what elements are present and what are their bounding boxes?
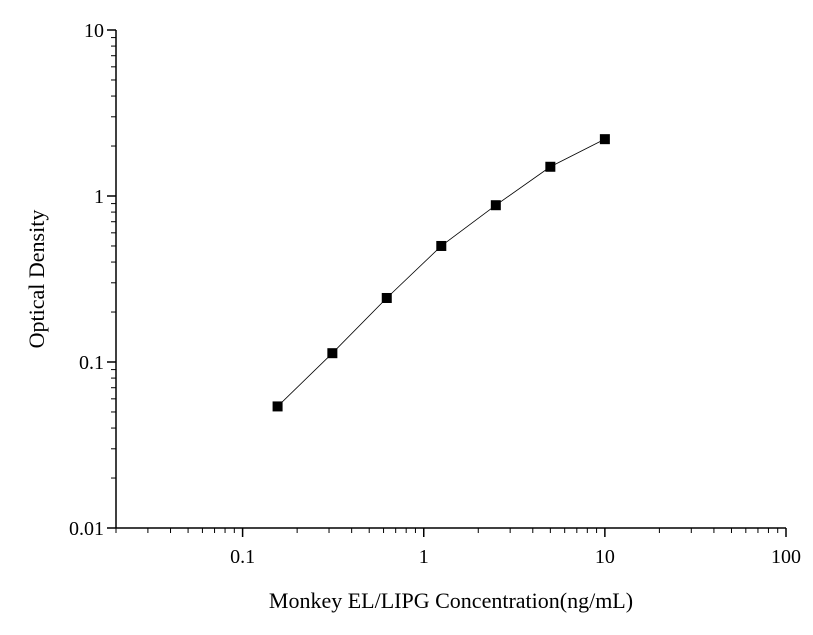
x-tick-label: 100 [771, 546, 801, 568]
data-point [490, 200, 501, 211]
y-tick-label: 0.1 [79, 352, 104, 374]
y-tick-label: 10 [84, 20, 104, 42]
y-axis-title: Optical Density [24, 210, 49, 349]
data-point [436, 240, 447, 251]
data-point [327, 348, 338, 359]
y-tick-label: 0.01 [69, 518, 104, 540]
y-tick-label: 1 [94, 186, 104, 208]
x-tick-label: 0.1 [230, 546, 255, 568]
data-point [599, 134, 610, 145]
data-point [545, 161, 556, 172]
data-point [381, 292, 392, 303]
x-tick-label: 1 [419, 546, 429, 568]
data-point [272, 401, 283, 412]
x-tick-label: 10 [595, 546, 615, 568]
x-axis-title: Monkey EL/LIPG Concentration(ng/mL) [269, 588, 633, 613]
data-line [277, 138, 606, 407]
